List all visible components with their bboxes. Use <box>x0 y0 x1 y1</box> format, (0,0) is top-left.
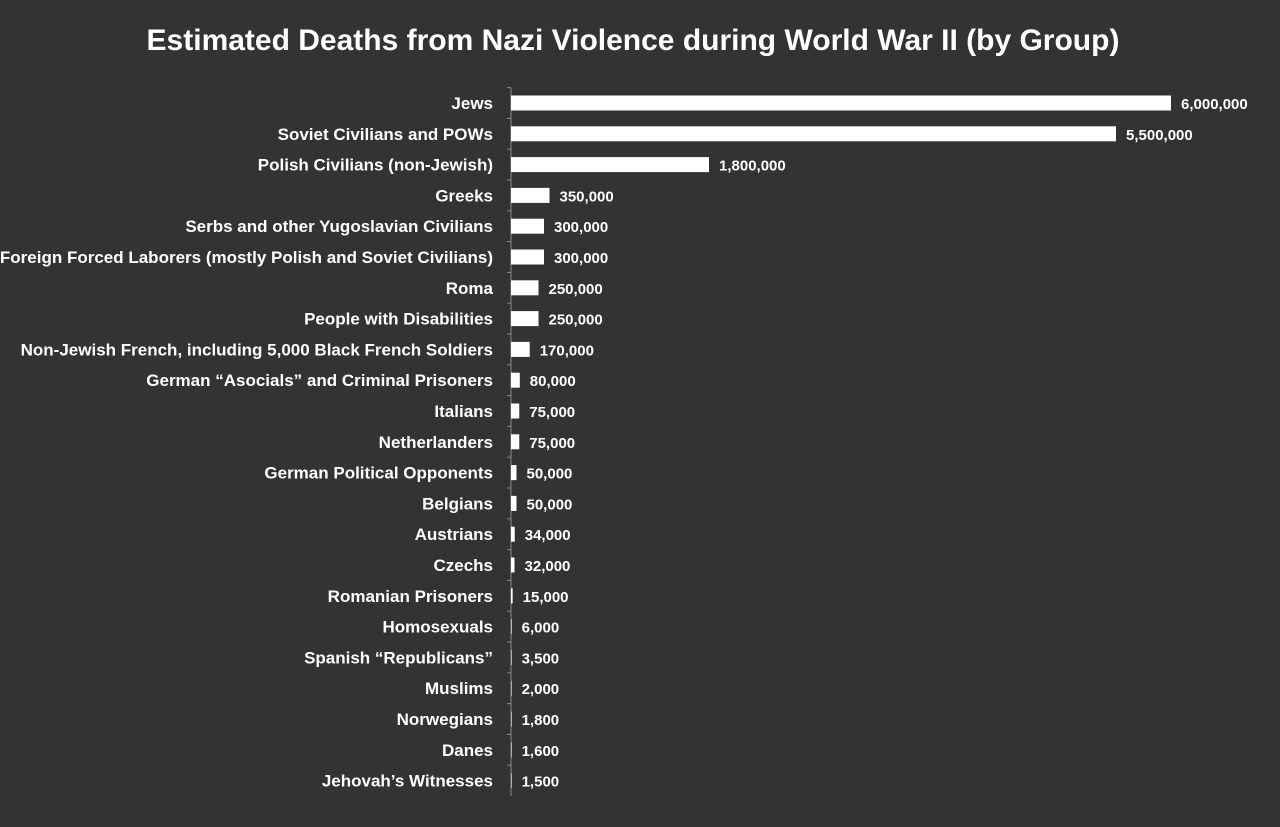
bar <box>511 157 709 173</box>
bar <box>511 465 517 481</box>
category-label: Netherlanders <box>379 433 493 452</box>
value-label: 2,000 <box>522 681 560 698</box>
value-label: 170,000 <box>540 342 594 359</box>
bar <box>511 126 1116 142</box>
category-label: Danes <box>442 741 493 760</box>
bar <box>511 680 512 696</box>
bar <box>511 711 512 727</box>
value-label: 75,000 <box>529 404 575 421</box>
bar <box>511 311 539 327</box>
value-label: 3,500 <box>522 650 560 667</box>
category-label: Soviet Civilians and POWs <box>278 125 493 144</box>
bar <box>511 249 544 265</box>
chart-title: Estimated Deaths from Nazi Violence duri… <box>147 24 1120 57</box>
category-label: Jehovah’s Witnesses <box>322 772 493 791</box>
bar <box>511 773 512 789</box>
bar <box>511 526 515 542</box>
bar <box>511 218 544 234</box>
category-label: People with Disabilities <box>304 310 493 329</box>
bar <box>511 742 512 758</box>
category-label: Greeks <box>435 186 493 205</box>
bar <box>511 495 517 511</box>
value-label: 6,000 <box>522 620 560 637</box>
value-label: 75,000 <box>529 435 575 452</box>
bar <box>511 649 512 665</box>
category-label: German Political Opponents <box>264 464 493 483</box>
value-label: 1,800,000 <box>719 158 786 175</box>
value-label: 1,500 <box>522 774 560 791</box>
value-label: 300,000 <box>554 250 608 267</box>
value-label: 32,000 <box>525 558 571 575</box>
category-label: Romanian Prisoners <box>328 587 493 606</box>
value-label: 15,000 <box>523 589 569 606</box>
value-label: 50,000 <box>527 496 573 513</box>
category-label: German “Asocials” and Criminal Prisoners <box>146 371 493 390</box>
bar <box>511 280 539 296</box>
value-label: 5,500,000 <box>1126 127 1193 144</box>
category-label: Polish Civilians (non-Jewish) <box>258 156 493 175</box>
bar <box>511 372 520 388</box>
category-label: Non-Jewish French, including 5,000 Black… <box>21 340 493 359</box>
value-label: 1,800 <box>522 712 560 729</box>
bar <box>511 95 1171 111</box>
bar <box>511 341 530 357</box>
category-label: Czechs <box>433 556 493 575</box>
value-label: 350,000 <box>560 188 614 205</box>
bar <box>511 557 515 573</box>
category-label: Spanish “Republicans” <box>304 648 493 667</box>
plot-area: Jews 6,000,000 Soviet Civilians and POWs 5,… <box>0 87 1248 796</box>
category-label: Roma <box>446 279 494 298</box>
category-label: Homosexuals <box>382 618 493 637</box>
category-label: Foreign Forced Laborers (mostly Polish a… <box>0 248 493 267</box>
bar <box>511 434 520 450</box>
bar <box>511 588 513 604</box>
value-label: 34,000 <box>525 527 571 544</box>
bar <box>511 187 550 203</box>
category-label: Serbs and other Yugoslavian Civilians <box>185 217 493 236</box>
category-label: Austrians <box>415 525 493 544</box>
value-label: 80,000 <box>530 373 576 390</box>
category-label: Belgians <box>422 494 493 513</box>
bar <box>511 403 520 419</box>
value-label: 250,000 <box>549 312 603 329</box>
category-label: Italians <box>434 402 493 421</box>
category-label: Jews <box>451 94 493 113</box>
category-label: Norwegians <box>397 710 493 729</box>
value-label: 1,600 <box>522 743 560 760</box>
value-label: 250,000 <box>549 281 603 298</box>
value-label: 50,000 <box>527 466 573 483</box>
value-label: 6,000,000 <box>1181 96 1248 113</box>
value-label: 300,000 <box>554 219 608 236</box>
category-label: Muslims <box>425 679 493 698</box>
bar <box>511 619 512 635</box>
